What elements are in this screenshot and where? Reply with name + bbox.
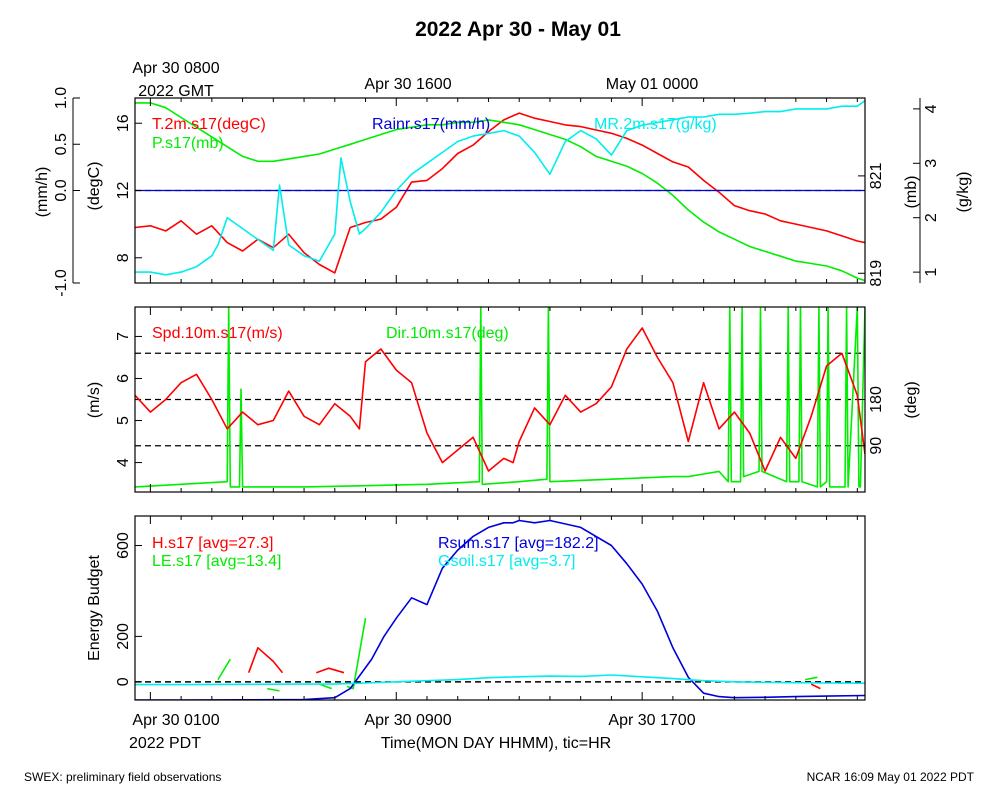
mixing-ratio-axis-tick-label: 2 xyxy=(923,213,940,222)
series-radiation-sum-line xyxy=(135,519,865,700)
legend-latent-heat: LE.s17 [avg=13.4] xyxy=(152,553,281,570)
footer-source-note: SWEX: preliminary field observations xyxy=(24,770,221,784)
top-time-label-1: Apr 30 0800 xyxy=(132,60,219,77)
rain-axis-tick-label: 0.0 xyxy=(53,179,70,201)
temperature-axis-tick-label: 8 xyxy=(115,253,132,262)
axis-label-mixing-ratio: (g/kg) xyxy=(955,172,972,213)
series-mixing-ratio-line xyxy=(135,100,865,276)
legend-radiation-sum: Rsum.s17 [avg=182.2] xyxy=(438,535,599,552)
mixing-ratio-axis-tick-label: 3 xyxy=(923,159,940,168)
series-soil-heat-line xyxy=(135,674,865,686)
series-sensible-heat-segment xyxy=(316,667,345,674)
energy-axis-tick-label: 200 xyxy=(115,623,132,650)
bottom-time-label-1: Apr 30 0100 xyxy=(132,712,219,729)
wind-speed-axis-tick-label: 7 xyxy=(115,332,132,341)
axis-label-wind-speed: (m/s) xyxy=(86,382,103,418)
series-latent-heat-segment xyxy=(267,687,280,692)
legend-mixing-ratio: MR.2m.s17(g/kg) xyxy=(594,116,717,133)
wind-speed-axis-tick-label: 5 xyxy=(115,416,132,425)
axis-label-wind-direction: (deg) xyxy=(903,381,920,418)
bottom-time-label-2: Apr 30 0900 xyxy=(364,712,451,729)
pressure-axis-tick-label: 821 xyxy=(868,162,885,189)
top-time-label-2: Apr 30 1600 xyxy=(364,76,451,93)
wind-direction-axis-tick-label: 90 xyxy=(868,437,885,455)
plot-area xyxy=(135,519,865,700)
plot-area xyxy=(135,307,865,488)
bottom-time-label-3: Apr 30 1700 xyxy=(608,712,695,729)
series-sensible-heat-segment xyxy=(247,646,284,674)
temperature-axis-tick-label: 16 xyxy=(115,114,132,132)
rain-axis-tick-label: -1.0 xyxy=(53,269,70,297)
legend-sensible-heat: H.s17 [avg=27.3] xyxy=(152,535,273,552)
legend-temperature: T.2m.s17(degC) xyxy=(152,116,266,133)
series-latent-heat-segment xyxy=(346,618,367,690)
legend-pressure: P.s17(mb) xyxy=(152,135,224,152)
legend-rain-rate: Rainr.s17(mm/h) xyxy=(372,116,490,133)
legend-wind-direction: Dir.10m.s17(deg) xyxy=(386,325,509,342)
axis-label-energy-budget: Energy Budget xyxy=(86,555,103,661)
energy-axis-tick-label: 600 xyxy=(115,532,132,559)
plot-area xyxy=(135,100,865,282)
top-time-suffix: 2022 GMT xyxy=(138,83,214,100)
rain-axis-tick-label: 1.0 xyxy=(53,87,70,109)
series-wind-speed-line xyxy=(135,327,865,472)
wind-direction-axis-tick-label: 180 xyxy=(868,386,885,413)
mixing-ratio-axis-tick-label: 1 xyxy=(923,268,940,277)
x-axis-title: Time(MON DAY HHMM), tic=HR xyxy=(381,735,611,752)
figure-title: 2022 Apr 30 - May 01 xyxy=(415,18,621,41)
wind-speed-axis-tick-label: 4 xyxy=(115,458,132,467)
energy-axis-tick-label: 0 xyxy=(115,677,132,686)
pressure-axis-tick-label: 819 xyxy=(868,260,885,287)
footer-timestamp: NCAR 16:09 May 01 2022 PDT xyxy=(807,770,975,784)
mixing-ratio-axis-tick-label: 4 xyxy=(923,104,940,113)
top-time-label-3: May 01 0000 xyxy=(606,76,699,93)
bottom-time-suffix: 2022 PDT xyxy=(129,735,201,752)
axis-label-pressure: (mb) xyxy=(903,176,920,209)
series-pressure-line xyxy=(135,102,865,282)
series-latent-heat-segment xyxy=(217,658,231,681)
panel-energy-budget: 0 200 600 xyxy=(115,515,866,701)
legend-wind-speed: Spd.10m.s17(m/s) xyxy=(152,325,283,342)
wind-speed-axis-tick-label: 6 xyxy=(115,374,132,383)
rain-axis-tick-label: 0.5 xyxy=(53,133,70,155)
legend-soil-heat: Gsoil.s17 [avg=3.7] xyxy=(438,553,575,570)
axis-label-rain: (mm/h) xyxy=(34,167,51,218)
series-sensible-heat-segment xyxy=(810,683,821,690)
series-latent-heat-segment xyxy=(804,676,818,681)
panel-wind: 4 5 6 7 90 180 xyxy=(115,306,885,493)
temperature-axis-tick-label: 12 xyxy=(115,182,132,200)
axis-label-temperature: (degC) xyxy=(86,162,103,211)
